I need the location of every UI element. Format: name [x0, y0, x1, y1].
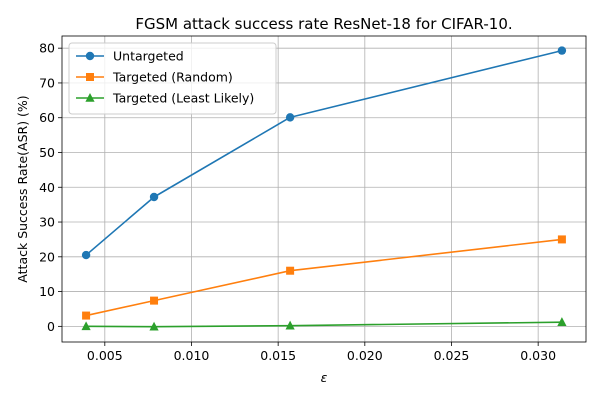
legend-label: Untargeted: [113, 49, 184, 64]
data-point: [82, 311, 91, 320]
grid: [62, 36, 586, 342]
series-line: [85, 238, 562, 317]
legend-marker: [85, 51, 95, 61]
series-line: [86, 321, 562, 328]
y-tick-label: 0: [47, 319, 55, 334]
x-tick-label: 0.025: [434, 348, 470, 363]
series-group: [81, 46, 567, 331]
x-tick-label: 0.005: [87, 348, 123, 363]
x-tick-label: 0.030: [520, 348, 556, 363]
data-point: [81, 321, 91, 331]
chart-title: FGSM attack success rate ResNet-18 for C…: [135, 15, 512, 33]
data-point: [557, 317, 567, 326]
series-1: [81, 46, 567, 260]
x-axis-label: ε: [321, 370, 328, 385]
series-3: [81, 317, 567, 331]
data-point: [149, 192, 159, 202]
y-axis-label: Attack Success Rate(ASR) (%): [15, 95, 30, 282]
y-tick-label: 40: [39, 180, 55, 195]
x-tick-label: 0.020: [347, 348, 383, 363]
y-tick-label: 30: [39, 215, 55, 230]
series-2: [82, 235, 566, 320]
data-point: [557, 235, 566, 244]
x-axis: 0.005 0.010 0.015 0.020 0.025 0.030: [87, 342, 556, 363]
legend-item: Untargeted: [76, 49, 184, 64]
legend-label: Targeted (Random): [112, 70, 233, 85]
data-point: [286, 266, 295, 275]
data-point: [81, 250, 91, 260]
legend-item: Targeted (Least Likely): [76, 91, 254, 106]
y-tick-label: 10: [39, 284, 55, 299]
legend-marker: [85, 93, 95, 102]
y-tick-label: 60: [39, 110, 55, 125]
y-tick-label: 20: [39, 249, 55, 264]
y-tick-label: 70: [39, 75, 55, 90]
x-tick-label: 0.015: [260, 348, 296, 363]
data-point: [285, 113, 295, 122]
series-line: [85, 49, 563, 256]
data-point: [150, 296, 159, 305]
y-tick-label: 50: [39, 145, 55, 160]
y-tick-label: 80: [39, 41, 55, 56]
data-point: [557, 46, 567, 55]
x-tick-label: 0.010: [174, 348, 210, 363]
y-axis: 0 10 20 30 40 50 60 70 80: [39, 41, 62, 334]
legend-marker: [86, 73, 94, 81]
legend-item: Targeted (Random): [76, 70, 233, 85]
plot-frame: [61, 35, 587, 343]
data-point: [149, 321, 159, 331]
legend: Untargeted Targeted (Random) Targeted (Lea…: [68, 42, 277, 115]
legend-label: Targeted (Least Likely): [112, 91, 254, 106]
data-point: [285, 320, 295, 330]
legend-frame: [68, 42, 277, 115]
